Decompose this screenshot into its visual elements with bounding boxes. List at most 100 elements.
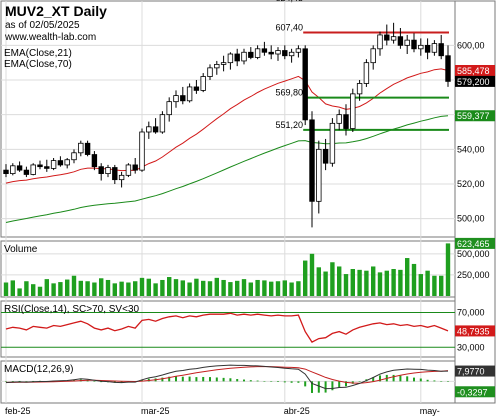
candle-body: [227, 53, 234, 64]
candle-body: [384, 34, 390, 41]
macd-histogram-bar: [290, 381, 293, 383]
macd-histogram-bar: [5, 381, 7, 382]
candle-body: [411, 39, 417, 50]
candle-body: [23, 169, 30, 175]
volume-bar: [439, 275, 444, 296]
macd-histogram-bar: [399, 375, 402, 382]
macd-histogram-bar: [256, 380, 259, 382]
candle-body: [139, 131, 145, 171]
candle-body: [336, 114, 342, 124]
level-label: 624,45: [275, 0, 303, 3]
macd-histogram-bar: [222, 377, 225, 382]
macd-histogram-bar: [93, 381, 96, 382]
volume-bar: [173, 279, 179, 296]
volume-bar: [10, 280, 15, 296]
gridlines: [1, 1, 455, 403]
candle-body: [78, 142, 84, 154]
volume-bar: [350, 269, 355, 296]
candle-body: [64, 159, 70, 166]
volume-tick-label: 500,000: [457, 249, 490, 259]
macd-histogram-bar: [297, 381, 300, 383]
volume-bar: [221, 279, 226, 296]
last-value-label: 585,478: [457, 66, 490, 76]
macd-layer: [5, 364, 449, 393]
macd-signal-line: [6, 366, 449, 384]
level-label: 569,80: [275, 88, 303, 98]
macd-histogram-bar: [392, 374, 395, 382]
macd-histogram-bar: [263, 381, 266, 382]
legend-ema70: EMA(Close,70): [4, 59, 72, 70]
level-label: 607,40: [275, 23, 303, 33]
candle-body: [343, 114, 349, 129]
macd-histogram-bar: [195, 377, 198, 382]
macd-histogram-bar: [358, 381, 361, 382]
macd-histogram-bar: [317, 381, 320, 393]
volume-bar: [418, 274, 423, 296]
candle-body: [3, 169, 9, 174]
last-value-box: [455, 65, 495, 77]
macd-histogram-bar: [379, 375, 381, 382]
candle-body: [261, 48, 268, 53]
candle-body: [173, 95, 179, 103]
candle-body: [350, 93, 356, 129]
macd-histogram-bar: [11, 381, 14, 382]
macd-histogram-bar: [270, 381, 273, 382]
volume-bar: [105, 279, 111, 296]
candle-body: [431, 43, 438, 53]
macd-histogram-bar: [440, 381, 443, 382]
candle-body: [295, 48, 302, 53]
volume-bar: [201, 280, 206, 296]
macd-histogram-bar: [433, 380, 436, 382]
volume-bar: [153, 283, 158, 296]
macd-histogram-bar: [243, 379, 245, 382]
volume-bar: [357, 269, 362, 296]
volume-bar: [37, 286, 43, 296]
price-tick-label: 540,00: [457, 144, 485, 154]
volume-bar: [309, 253, 315, 296]
ema70-line: [5, 115, 449, 223]
macd-label: MACD(12,26,9): [4, 364, 73, 375]
candle-body: [200, 76, 206, 91]
macd-histogram-bar: [413, 377, 415, 382]
candle-body: [220, 62, 227, 65]
candle-body: [329, 122, 336, 164]
volume-bar: [316, 267, 321, 296]
volume-bar: [330, 262, 335, 296]
candle-body: [316, 148, 322, 202]
candle-body: [254, 48, 261, 58]
macd-histogram-bar: [175, 376, 177, 382]
last-value-box: [455, 75, 495, 87]
legend-ema21: EMA(Close,21): [4, 48, 72, 59]
candle-body: [10, 165, 16, 175]
candle-body: [390, 36, 397, 41]
macd-histogram-bar: [331, 381, 334, 391]
volume-bar: [119, 281, 124, 296]
volume-bar: [51, 283, 56, 296]
macd-histogram-bar: [338, 381, 341, 388]
candle-body: [146, 126, 152, 133]
macd-histogram-bar: [25, 381, 28, 382]
candle-body: [57, 160, 64, 166]
volume-bar: [187, 282, 192, 296]
date-tick-label: abr-25: [284, 406, 310, 416]
candle-body: [30, 164, 36, 175]
candle-body: [16, 165, 23, 171]
macd-histogram-bar: [168, 376, 171, 382]
price-tick-label: 500,00: [457, 214, 485, 224]
candle-body: [91, 154, 98, 168]
candle-body: [84, 142, 91, 155]
chart-title: MUV2_XT Daily: [5, 3, 107, 19]
rsi-last-box: [455, 325, 495, 337]
macd-histogram-bar: [324, 381, 327, 393]
volume-bar: [377, 272, 383, 296]
axis-layer: 500,00520,00540,00560,00580,00600,00feb-…: [5, 40, 495, 416]
volume-bar: [262, 280, 267, 296]
volume-last-label: 623,465: [457, 239, 490, 249]
volume-bar: [3, 282, 9, 296]
rsi-line: [5, 312, 449, 343]
macd-histogram-bar: [345, 381, 347, 387]
volume-bar: [214, 277, 219, 296]
macd-histogram-bar: [372, 377, 375, 382]
macd-histogram-bar: [18, 380, 21, 382]
volume-layer: [3, 243, 451, 296]
